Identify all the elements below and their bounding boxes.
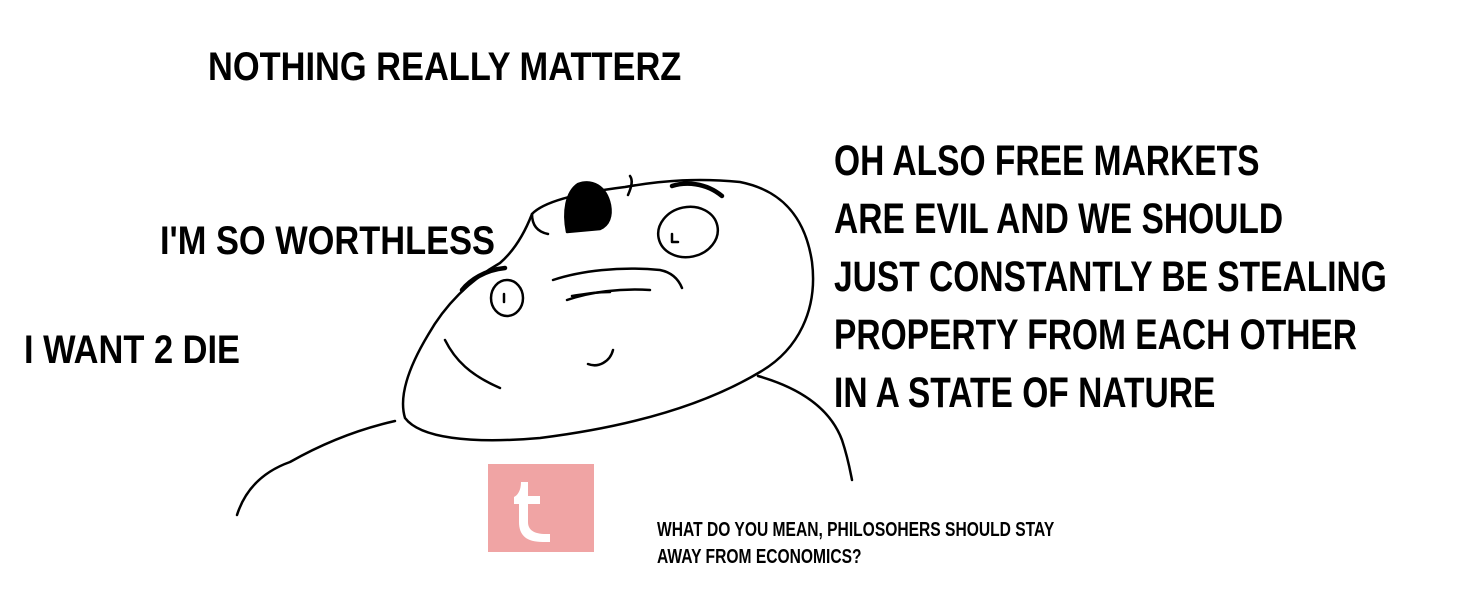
caption-free-markets-line: OH ALSO FREE MARKETS — [834, 137, 1260, 185]
right-eye — [656, 205, 720, 259]
tumblr-t-glyph — [514, 482, 550, 542]
caption-free-markets-line: IN A STATE OF NATURE — [834, 369, 1216, 417]
left-brow — [459, 265, 508, 293]
caption-economics-line: WHAT DO YOU MEAN, PHILOSOHERS SHOULD STA… — [657, 519, 1055, 541]
caption-free-markets-line: ARE EVIL AND WE SHOULD — [834, 195, 1284, 243]
right-brow — [669, 181, 725, 199]
hair-strand — [626, 174, 633, 197]
caption-want-to-die: I WANT 2 DIE — [24, 328, 240, 372]
right-shoulder-outline — [756, 374, 854, 482]
cheek-line — [443, 338, 502, 390]
nose-line-1 — [551, 267, 684, 290]
caption-economics-line: AWAY FROM ECONOMICS? — [657, 546, 862, 568]
left-eye — [489, 278, 525, 318]
mouth — [586, 348, 615, 367]
left-shoulder-outline — [235, 419, 397, 517]
head-outline — [401, 178, 815, 442]
hair-tuft — [564, 181, 612, 234]
caption-nothing-matters: NOTHING REALLY MATTERZ — [208, 45, 682, 89]
caption-worthless: I'M SO WORTHLESS — [160, 219, 495, 263]
tumblr-logo-icon — [488, 464, 594, 552]
head-top-flap — [530, 212, 550, 236]
caption-free-markets: OH ALSO FREE MARKETS ARE EVIL AND WE SHO… — [834, 132, 1387, 422]
nose-line-3 — [570, 290, 612, 298]
caption-free-markets-line: PROPERTY FROM EACH OTHER — [834, 311, 1358, 359]
caption-economics: WHAT DO YOU MEAN, PHILOSOHERS SHOULD STA… — [657, 517, 1054, 571]
right-pupil — [670, 232, 680, 244]
caption-free-markets-line: JUST CONSTANTLY BE STEALING — [834, 253, 1387, 301]
